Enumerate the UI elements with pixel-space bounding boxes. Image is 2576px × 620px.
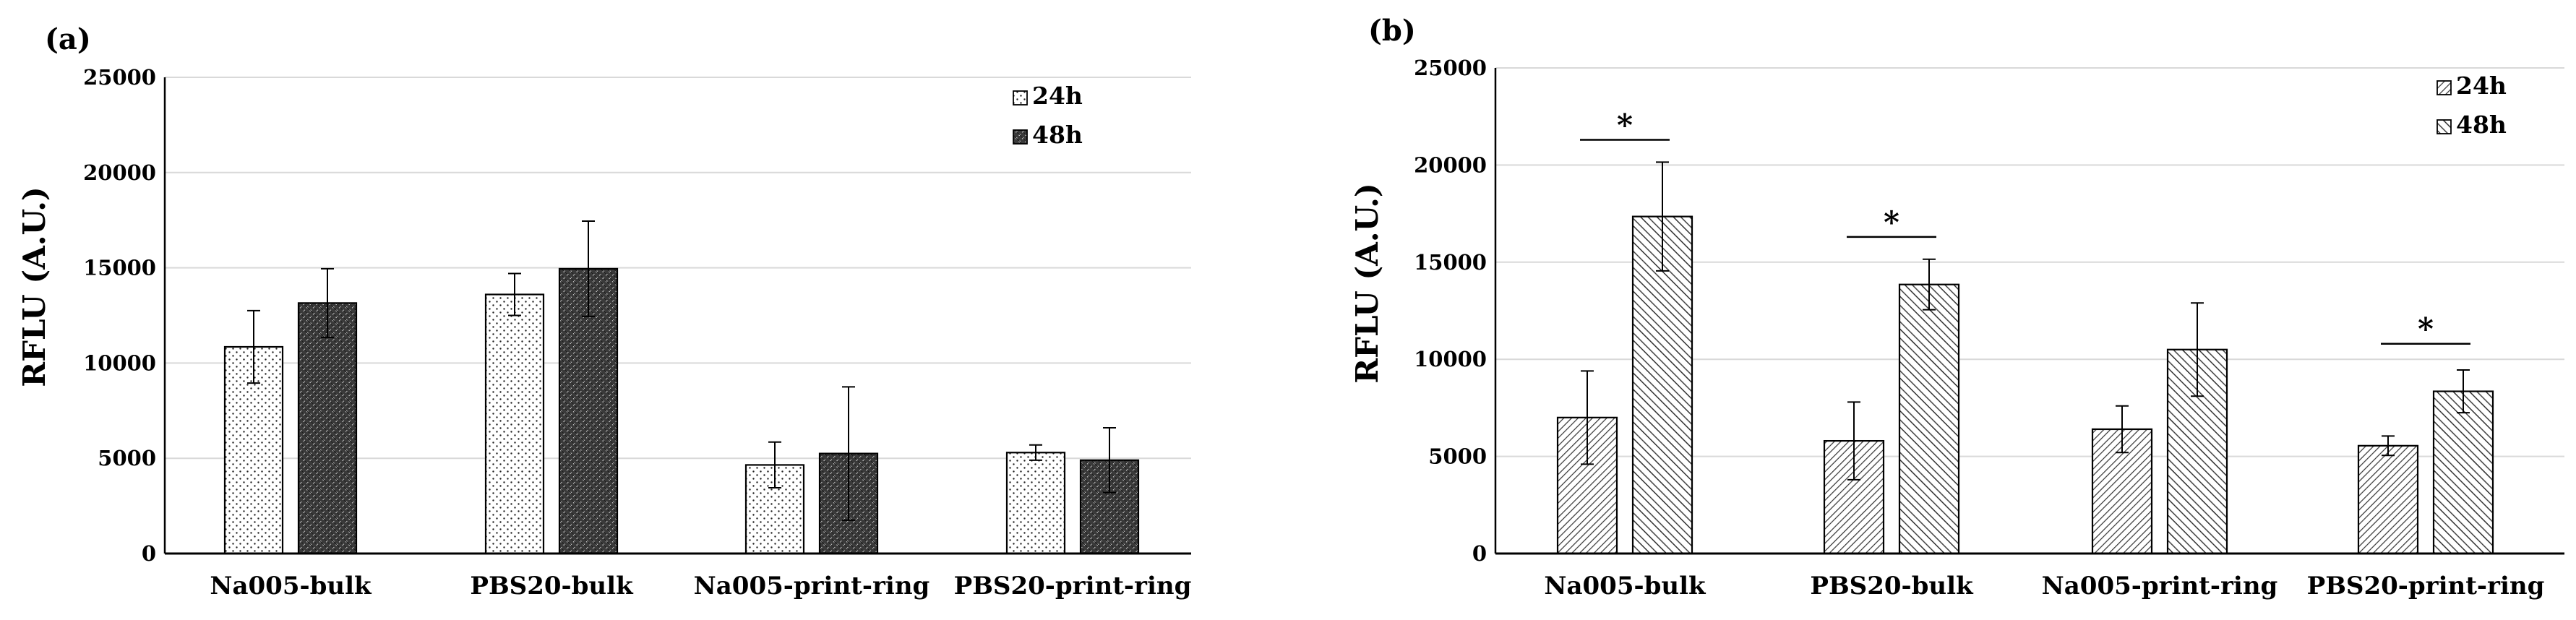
panel-b-error-bar (1656, 161, 1669, 272)
panel-a-category-label: PBS20-bulk (470, 572, 634, 600)
panel-a-error-bar (1029, 444, 1042, 461)
panel-a-error-bar (247, 309, 260, 384)
panel-a-bar-24h-PBS20-print-ring (1005, 452, 1066, 555)
panel-a-y-tick-label: 10000 (83, 350, 156, 375)
panel-b-legend-swatch (2437, 119, 2452, 134)
panel-a-y-tick-label: 15000 (83, 256, 156, 280)
panel-a-legend-swatch (1013, 90, 1028, 106)
chart-panel-a: (a) RFLU (A.U.) 0 5000 10000 15000 20000 2500… (17, 22, 1191, 600)
panel-b-y-tick-label: 25000 (1414, 56, 1487, 80)
panel-a-error-bar (1103, 427, 1116, 494)
panel-a-error-bar (768, 441, 781, 489)
panel-a-legend-label: 24h (1032, 82, 1083, 110)
panel-a-legend-swatch (1013, 129, 1028, 145)
panel-b-legend-item-24h: 24h (2437, 72, 2507, 100)
panel-b-error-bar (2382, 435, 2395, 457)
panel-b-bar-48h-PBS20-print-ring (2432, 390, 2494, 555)
panel-a-y-tick-label: 0 (142, 541, 156, 566)
panel-b-legend-label: 48h (2456, 111, 2507, 139)
panel-b-category-label: PBS20-print-ring (2307, 572, 2545, 600)
panel-b-label: (b) (1368, 14, 1416, 48)
panel-b-significance-marker: * (2381, 311, 2470, 347)
panel-a-category-label: Na005-print-ring (694, 572, 930, 600)
panel-a-legend-item-48h: 48h (1013, 121, 1083, 149)
panel-a-legend-label: 48h (1032, 121, 1083, 149)
panel-a-y-tick-label: 20000 (83, 160, 156, 185)
panel-b-bar-48h-PBS20-bulk (1898, 283, 1960, 555)
panel-a-error-bar (842, 386, 855, 521)
svg-text:*: * (1617, 107, 1633, 142)
panel-a-category-label: Na005-bulk (210, 572, 372, 600)
panel-b-error-bar (1581, 370, 1594, 465)
panel-b-error-bar (2191, 302, 2204, 397)
panel-b-y-tick-label: 0 (1472, 541, 1487, 566)
panel-b-error-bar (2457, 369, 2470, 414)
panel-a-error-bar (321, 267, 334, 338)
panel-a-error-bar (582, 220, 595, 317)
chart-panel-b: (b) RFLU (A.U.) 0 5000 10000 15000 20000 2500… (1349, 14, 2564, 600)
panel-b-error-bar (1847, 401, 1860, 481)
panel-b-significance-marker: * (1847, 204, 1936, 240)
panel-b-y-axis-title: RFLU (A.U.) (1349, 183, 1385, 384)
panel-a-bar-24h-PBS20-bulk (484, 293, 545, 555)
svg-text:*: * (2418, 311, 2434, 347)
panel-a-y-tick-label: 5000 (98, 446, 156, 470)
panel-b-category-label: Na005-bulk (1544, 572, 1706, 600)
panel-b-y-tick-label: 5000 (1428, 444, 1487, 469)
panel-a-y-axis-title: RFLU (A.U.) (17, 186, 52, 387)
panel-a-bar-48h-Na005-bulk (297, 302, 358, 555)
panel-b-y-tick-label: 15000 (1414, 250, 1487, 275)
panel-b-category-label: Na005-print-ring (2042, 572, 2278, 600)
panel-a-label: (a) (45, 22, 91, 56)
panel-b-error-bar (1923, 258, 1936, 311)
panel-b-legend-item-48h: 48h (2437, 111, 2507, 139)
panel-b-legend-label: 24h (2456, 72, 2507, 100)
panel-b-y-tick-label: 20000 (1414, 152, 1487, 177)
panel-b-bar-24h-PBS20-print-ring (2357, 444, 2419, 555)
panel-a-legend-item-24h: 24h (1013, 82, 1083, 110)
panel-b-y-tick-label: 10000 (1414, 347, 1487, 371)
panel-a-y-tick-label: 25000 (83, 65, 156, 90)
panel-a-error-bar (508, 272, 521, 317)
panel-a-category-label: PBS20-print-ring (954, 572, 1192, 600)
panel-b-significance-marker: * (1580, 107, 1670, 142)
panel-b-legend-swatch (2437, 80, 2452, 95)
panel-b-error-bar (2116, 405, 2129, 454)
svg-text:*: * (1884, 204, 1899, 240)
panel-b-category-label: PBS20-bulk (1810, 572, 1974, 600)
